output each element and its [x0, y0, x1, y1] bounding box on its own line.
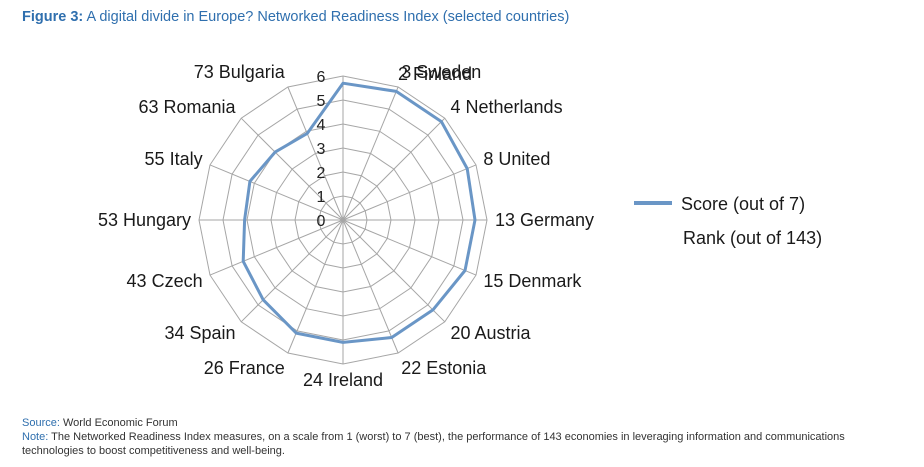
note-line: Note: The Networked Readiness Index meas…: [22, 430, 907, 458]
grid-spoke: [209, 164, 344, 221]
radial-tick-label: 6: [317, 69, 326, 86]
radial-tick-label: 0: [317, 213, 326, 230]
category-label: 20 Austria: [451, 323, 532, 343]
grid-spoke: [287, 219, 344, 354]
category-label: 26 France: [204, 358, 285, 378]
data-point: [273, 150, 277, 154]
series-layer: [241, 81, 477, 344]
category-label: 13 Germany: [495, 210, 594, 230]
category-label: 73 Bulgaria: [194, 62, 286, 82]
radar-grid: [198, 75, 488, 365]
category-label: 63 Romania: [138, 97, 236, 117]
data-point: [341, 82, 345, 85]
legend-label-rank: Rank (out of 143): [683, 228, 822, 248]
category-label: 2 Finland: [398, 64, 472, 84]
note-text: The Networked Readiness Index measures, …: [22, 431, 845, 457]
category-label: 34 Spain: [164, 323, 235, 343]
grid-spoke: [342, 219, 446, 323]
data-point: [242, 260, 245, 263]
grid-spoke: [342, 117, 446, 221]
grid-spoke: [209, 219, 344, 276]
data-point: [341, 341, 345, 344]
footer: Source: World Economic Forum Note: The N…: [22, 416, 907, 458]
figure-label: Figure 3:: [22, 9, 84, 25]
data-point: [248, 180, 252, 183]
radial-tick-label: 1: [317, 189, 326, 206]
data-point: [262, 298, 265, 301]
source-line: Source: World Economic Forum: [22, 416, 907, 430]
category-label: 8 United: [483, 149, 550, 169]
figure-title: Figure 3: A digital divide in Europe? Ne…: [22, 9, 569, 25]
source-text: World Economic Forum: [62, 417, 178, 429]
data-point: [473, 218, 477, 222]
data-point: [440, 120, 443, 123]
radial-tick-label: 4: [317, 117, 326, 134]
category-label: 24 Ireland: [303, 370, 383, 390]
category-label: 43 Czech: [127, 271, 203, 291]
data-point: [306, 132, 309, 135]
note-label: Note:: [22, 431, 49, 443]
category-label: 55 Italy: [145, 149, 203, 169]
grid-spoke: [342, 164, 477, 221]
category-label: 22 Estonia: [401, 358, 487, 378]
data-point: [431, 308, 435, 312]
grid-spoke: [240, 219, 344, 323]
data-point: [295, 331, 298, 335]
category-label: 4 Netherlands: [451, 97, 563, 117]
legend-label-score: Score (out of 7): [681, 194, 805, 214]
radial-tick-labels: 0 1 2 3 4 5 6: [317, 69, 326, 230]
grid-spoke: [342, 86, 399, 221]
source-label: Source:: [22, 417, 60, 429]
grid-spoke: [342, 219, 477, 276]
category-label: 53 Hungary: [98, 210, 191, 230]
data-point: [395, 90, 398, 93]
data-point: [466, 167, 469, 170]
category-label: 3 Sweden: [401, 62, 481, 82]
radial-tick-label: 5: [317, 93, 326, 110]
category-label: 15 Denmark: [483, 271, 582, 291]
figure-title-text: A digital divide in Europe? Networked Re…: [86, 9, 570, 25]
data-point: [463, 269, 467, 272]
legend: Score (out of 7) Rank (out of 143): [634, 194, 822, 248]
radial-tick-label: 3: [317, 141, 326, 158]
data-point: [243, 218, 246, 222]
grid-spoke: [240, 117, 344, 221]
radial-tick-label: 2: [317, 165, 326, 182]
data-point: [390, 336, 393, 339]
grid-spoke: [342, 219, 399, 354]
grid-spoke: [287, 86, 344, 221]
